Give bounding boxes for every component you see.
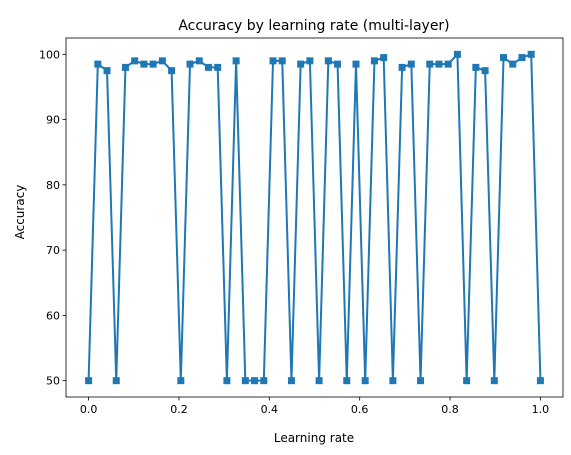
data-point	[426, 60, 434, 68]
data-point	[297, 60, 305, 68]
data-point	[204, 63, 212, 71]
y-tick-label: 70	[46, 244, 60, 257]
x-tick-label: 0.8	[441, 403, 459, 416]
data-point	[417, 377, 425, 385]
data-point	[343, 377, 351, 385]
data-point	[85, 377, 93, 385]
data-point	[251, 377, 259, 385]
data-point	[158, 57, 166, 65]
data-point	[324, 57, 332, 65]
y-tick-label: 80	[46, 179, 60, 192]
data-point	[490, 377, 498, 385]
x-tick-label: 0.4	[261, 403, 279, 416]
data-point	[407, 60, 415, 68]
data-point	[168, 67, 176, 75]
data-point	[287, 377, 295, 385]
data-point	[103, 67, 111, 75]
data-point	[131, 57, 139, 65]
data-point	[435, 60, 443, 68]
data-point	[453, 50, 461, 58]
data-point	[195, 57, 203, 65]
x-tick-label: 0.0	[80, 403, 98, 416]
data-point	[149, 60, 157, 68]
y-tick-label: 50	[46, 375, 60, 388]
data-point	[315, 377, 323, 385]
data-point	[509, 60, 517, 68]
data-point	[306, 57, 314, 65]
data-point	[334, 60, 342, 68]
data-point	[140, 60, 148, 68]
x-tick-label: 1.0	[532, 403, 550, 416]
data-point	[94, 60, 102, 68]
data-point	[472, 63, 480, 71]
y-tick-label: 90	[46, 114, 60, 127]
data-point	[481, 67, 489, 75]
data-point	[260, 377, 268, 385]
data-point	[463, 377, 471, 385]
data-point	[223, 377, 231, 385]
data-point	[389, 377, 397, 385]
data-point	[112, 377, 120, 385]
data-point	[370, 57, 378, 65]
chart-title: Accuracy by learning rate (multi-layer)	[178, 18, 449, 34]
data-point	[186, 60, 194, 68]
data-point	[398, 63, 406, 71]
data-point	[352, 60, 360, 68]
data-point	[269, 57, 277, 65]
y-tick-label: 100	[39, 48, 60, 61]
y-axis-label: Accuracy	[13, 185, 27, 240]
x-axis-label: Learning rate	[274, 431, 354, 445]
axes: 0.0 0.2 0.4 0.6 0.8 1.0 50 60 70 80 90 100	[39, 37, 564, 416]
y-tick-label: 60	[46, 309, 60, 322]
data-point	[232, 57, 240, 65]
data-point	[500, 54, 508, 62]
data-point	[527, 50, 535, 58]
data-point	[536, 377, 544, 385]
data-point	[177, 377, 185, 385]
x-tick-label: 0.2	[170, 403, 188, 416]
plot-area	[85, 50, 544, 385]
data-point	[361, 377, 369, 385]
data-point	[444, 60, 452, 68]
x-tick-label: 0.6	[351, 403, 369, 416]
data-point	[241, 377, 249, 385]
data-point	[121, 63, 129, 71]
data-point	[518, 54, 526, 62]
data-point	[214, 63, 222, 71]
data-point	[380, 54, 388, 62]
data-point	[278, 57, 286, 65]
plot-frame	[65, 37, 564, 398]
series-line	[87, 53, 542, 382]
